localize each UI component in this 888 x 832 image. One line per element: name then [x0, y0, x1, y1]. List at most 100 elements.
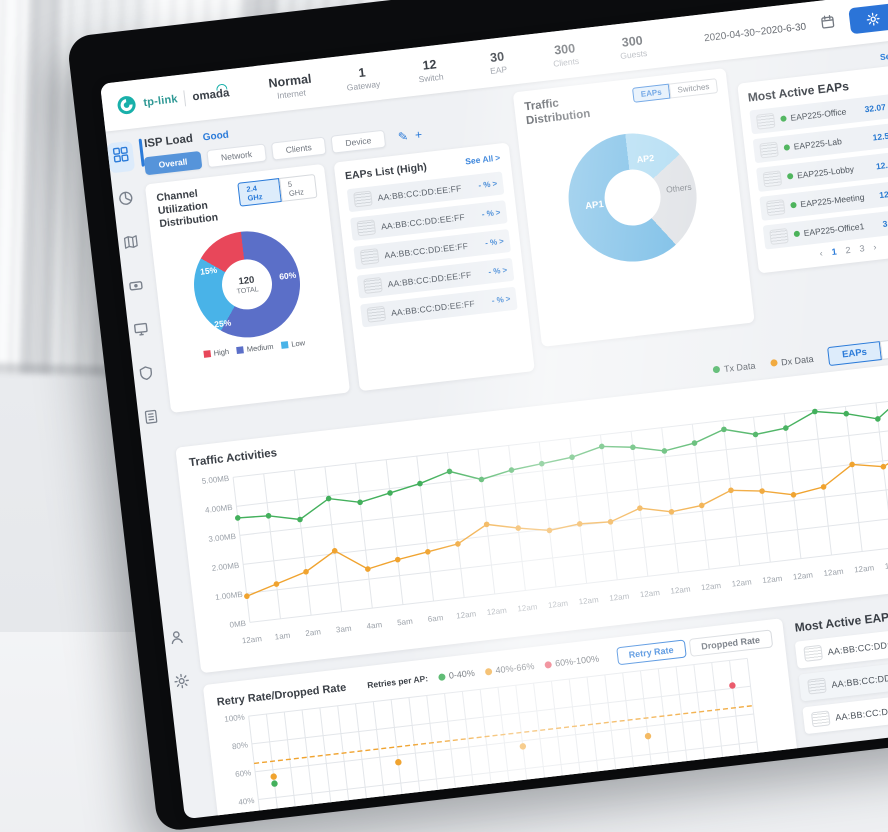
channel-utilization-donut: 15% 60% 25% 120 TOTAL [188, 226, 306, 344]
svg-text:2.00MB: 2.00MB [211, 561, 239, 573]
traffic-activities-card: Traffic Activities 5.00MB 4.00MB 3.00MB 2.0… [175, 357, 888, 674]
eaps-list-title: EAPs List (High) [344, 161, 428, 183]
page-1[interactable]: 1 [831, 246, 838, 257]
traffic-distribution-donut: AP1 AP2 Others [561, 126, 704, 269]
stat-gateway: 1 Gateway [346, 64, 381, 93]
svg-text:60%: 60% [235, 769, 252, 780]
tab-network[interactable]: Network [206, 143, 268, 169]
status-dot-green [786, 172, 794, 180]
status-dot-green [793, 230, 801, 238]
svg-text:5.00MB: 5.00MB [201, 474, 229, 486]
ap-device-icon [762, 169, 783, 187]
stat-internet: Normal Internet [267, 71, 313, 101]
toggle-switches[interactable]: Switches [668, 78, 719, 99]
top-bar: tp-link omada Normal Internet 1 Gateway 12… [100, 0, 888, 132]
svg-text:4am: 4am [366, 621, 383, 632]
tilted-monitor: tp-link omada Normal Internet 1 Gateway 12… [66, 0, 888, 832]
log-file-icon [144, 409, 158, 424]
page-next-arrow[interactable]: › [872, 241, 877, 253]
donut-center-label: TOTAL [236, 286, 259, 296]
donut-center-value: 120 [237, 274, 256, 288]
ap-device-icon [366, 305, 386, 323]
svg-text:12am: 12am [639, 588, 660, 599]
svg-text:12am: 12am [854, 564, 875, 575]
donut-label-ap2: AP2 [636, 152, 655, 165]
stat-guests: 300 Guests [619, 32, 648, 61]
stat-clients: 300 Clients [552, 40, 580, 69]
channel-legend: High Medium Low [174, 335, 334, 362]
clients-icon [133, 322, 148, 336]
svg-text:12am: 12am [731, 578, 752, 589]
svg-text:12am: 12am [517, 603, 538, 614]
channel-utilization-card: Channel Utilization Distribution 2.4 GHz… [144, 163, 350, 413]
channel-card-title: Channel Utilization Distribution [155, 187, 219, 231]
sidebar-item-map[interactable] [117, 228, 145, 261]
main-content: ISP Load Good Overall Network Clients De… [130, 36, 888, 820]
legend-40-66: 40%-66% [484, 661, 535, 677]
tab-overall[interactable]: Overall [143, 150, 203, 176]
isp-load-status[interactable]: Good [202, 129, 230, 144]
edit-icon[interactable]: ✎ [397, 128, 409, 145]
page-3[interactable]: 3 [858, 243, 866, 254]
eaps-list-see-all-link[interactable]: See All> [464, 152, 501, 167]
tab-device[interactable]: Device [330, 129, 387, 154]
sidebar-item-account[interactable] [163, 624, 191, 657]
sidebar-item-insight[interactable] [132, 359, 160, 392]
svg-text:6am: 6am [427, 613, 444, 624]
tp-link-logo-icon [116, 94, 138, 116]
svg-text:3am: 3am [336, 624, 353, 635]
toggle-switches[interactable]: Switches [879, 333, 888, 360]
traffic-dist-title: Traffic Distribution [523, 97, 591, 128]
sidebar-item-statistics[interactable] [112, 184, 140, 217]
svg-text:12am: 12am [548, 599, 569, 610]
user-icon [171, 631, 183, 645]
ap-device-icon [769, 227, 789, 245]
ap-device-icon [359, 248, 380, 266]
tab-clients[interactable]: Clients [270, 136, 327, 161]
legend-tx-data: Tx Data [712, 360, 756, 375]
sidebar-item-dashboard[interactable] [106, 140, 136, 174]
sidebar-item-clients[interactable] [127, 316, 155, 349]
sidebar-item-settings[interactable] [168, 667, 196, 700]
sidebar-item-log[interactable] [137, 403, 165, 436]
ap-device-icon [353, 190, 373, 208]
shield-icon [139, 366, 153, 381]
toggle-eaps[interactable]: EAPs [632, 83, 671, 103]
settings-button[interactable] [848, 3, 888, 35]
ap-device-icon [765, 198, 786, 216]
toggle-eaps[interactable]: EAPs [827, 341, 882, 367]
svg-text:12am: 12am [609, 592, 630, 603]
stat-switch: 12 Switch [417, 56, 445, 84]
sidebar-item-devices[interactable] [122, 272, 150, 305]
page-2[interactable]: 2 [844, 244, 852, 256]
most-active-see-all-link[interactable]: See All> [879, 49, 888, 63]
traffic-dist-toggle: EAPs Switches [632, 78, 719, 103]
svg-text:80%: 80% [232, 741, 249, 752]
svg-text:12am: 12am [793, 571, 814, 582]
svg-text:12am: 12am [456, 610, 477, 621]
ap-device-icon [810, 710, 831, 728]
svg-text:12am: 12am [701, 581, 722, 592]
ap-device-icon [363, 277, 383, 295]
svg-text:1am: 1am [274, 631, 291, 642]
page-prev-arrow[interactable]: ‹ [819, 248, 824, 259]
svg-text:12am: 12am [823, 567, 844, 578]
tp-link-omada-logo: tp-link omada [116, 83, 231, 116]
dashboard-grid-icon [112, 146, 129, 163]
dx-dot [769, 359, 778, 367]
svg-text:2am: 2am [305, 628, 322, 639]
svg-text:12am: 12am [884, 560, 888, 571]
ap-device-icon [803, 645, 823, 663]
date-range[interactable]: 2020-04-30~2020-6-30 [703, 21, 807, 44]
calendar-icon[interactable] [819, 13, 837, 36]
svg-text:4.00MB: 4.00MB [205, 503, 233, 515]
add-icon[interactable]: + [414, 127, 423, 143]
ap-device-icon [755, 112, 776, 130]
access-point-icon [129, 281, 143, 291]
isp-load-label: ISP Load [143, 132, 194, 151]
toggle-5ghz[interactable]: 5 GHz [279, 173, 318, 202]
toggle-24ghz[interactable]: 2.4 GHz [237, 178, 282, 207]
svg-text:12am: 12am [578, 595, 599, 606]
legend-low: Low [280, 339, 306, 351]
